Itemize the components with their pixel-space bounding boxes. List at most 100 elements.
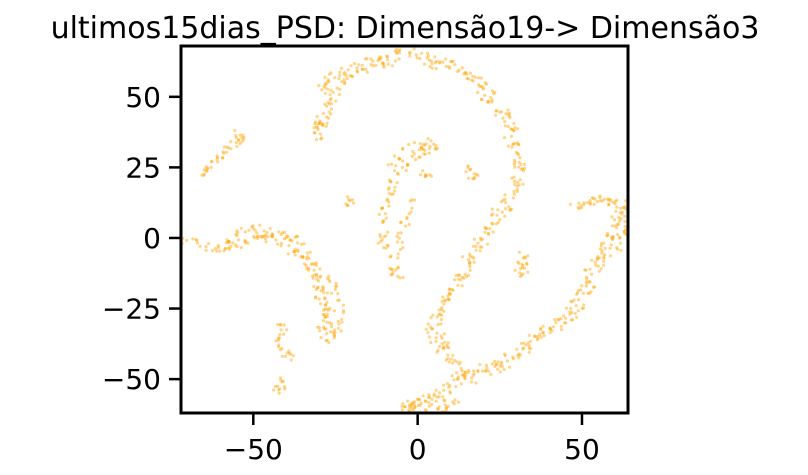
- scatter-point: [598, 199, 602, 203]
- scatter-point: [328, 321, 332, 325]
- scatter-point: [418, 142, 422, 146]
- scatter-point: [410, 198, 414, 202]
- scatter-point: [623, 231, 627, 235]
- scatter-point: [548, 331, 552, 335]
- scatter-point: [225, 145, 229, 149]
- scatter-point: [314, 295, 318, 299]
- scatter-point: [463, 370, 467, 374]
- scatter-point: [615, 246, 619, 250]
- scatter-point: [528, 347, 533, 351]
- scatter-point: [325, 315, 329, 319]
- scatter-point: [521, 263, 525, 268]
- scatter-point: [503, 352, 507, 356]
- scatter-point: [334, 285, 338, 289]
- scatter-point: [406, 163, 410, 168]
- scatter-point: [401, 159, 405, 163]
- scatter-point: [453, 63, 457, 67]
- scatter-point: [350, 74, 355, 79]
- scatter-point: [233, 243, 238, 247]
- scatter-point: [401, 147, 405, 151]
- scatter-point: [503, 119, 507, 124]
- scatter-point: [385, 55, 390, 59]
- scatter-point: [391, 271, 395, 275]
- scatter-point: [412, 403, 416, 407]
- scatter-point: [444, 64, 448, 69]
- scatter-point: [458, 360, 462, 364]
- scatter-point: [334, 99, 338, 103]
- scatter-point: [468, 265, 472, 269]
- scatter-point: [319, 289, 323, 293]
- scatter-point: [559, 328, 564, 332]
- scatter-point: [443, 399, 447, 403]
- scatter-point: [451, 353, 455, 357]
- scatter-point: [514, 150, 519, 154]
- scatter-point: [613, 224, 618, 228]
- scatter-point: [384, 246, 388, 250]
- scatter-point: [238, 133, 242, 137]
- scatter-point: [316, 122, 320, 126]
- scatter-point: [398, 276, 402, 280]
- scatter-point: [623, 220, 627, 224]
- scatter-point: [419, 145, 423, 150]
- scatter-point: [430, 403, 434, 407]
- scatter-point: [570, 318, 575, 322]
- scatter-point: [564, 316, 568, 320]
- scatter-point: [622, 206, 626, 210]
- scatter-point: [253, 236, 257, 240]
- scatter-point: [227, 239, 231, 243]
- scatter-point: [512, 162, 517, 166]
- scatter-point: [443, 298, 447, 302]
- scatter-point: [326, 276, 330, 280]
- scatter-point: [335, 86, 339, 90]
- scatter-point: [337, 322, 341, 326]
- scatter-point: [389, 192, 393, 196]
- scatter-point: [588, 199, 592, 203]
- scatter-point: [462, 373, 466, 377]
- scatter-point: [539, 326, 543, 330]
- scatter-point: [455, 360, 459, 364]
- scatter-point: [239, 246, 243, 250]
- scatter-point: [420, 51, 424, 55]
- scatter-point: [329, 325, 334, 329]
- scatter-point: [284, 236, 288, 240]
- scatter-point: [501, 116, 505, 120]
- scatter-point: [430, 62, 434, 66]
- scatter-point: [296, 234, 300, 239]
- scatter-point: [486, 232, 490, 236]
- scatter-point: [453, 358, 457, 362]
- scatter-point: [311, 276, 315, 280]
- scatter-point: [393, 268, 397, 272]
- scatter-point: [443, 403, 447, 407]
- scatter-point: [437, 344, 442, 349]
- scatter-point: [285, 328, 289, 332]
- scatter-point: [380, 206, 385, 210]
- scatter-point: [590, 196, 594, 200]
- scatter-point: [476, 241, 480, 245]
- scatter-point: [400, 165, 404, 170]
- scatter-point: [408, 54, 412, 58]
- scatter-point: [409, 402, 413, 406]
- scatter-point: [520, 266, 525, 270]
- scatter-point: [289, 358, 293, 362]
- scatter-point: [486, 231, 490, 235]
- scatter-point: [517, 153, 521, 157]
- scatter-point: [598, 196, 602, 200]
- scatter-point: [597, 269, 601, 273]
- scatter-point: [332, 328, 337, 332]
- scatter-point: [618, 210, 622, 215]
- scatter-point: [580, 306, 584, 310]
- scatter-point: [363, 67, 368, 71]
- scatter-point: [278, 333, 282, 337]
- scatter-point: [246, 241, 250, 245]
- scatter-point: [451, 400, 455, 404]
- scatter-point: [503, 197, 507, 201]
- scatter-point: [237, 238, 241, 242]
- scatter-point: [538, 332, 542, 337]
- scatter-point: [523, 162, 527, 166]
- scatter-point: [487, 369, 491, 373]
- scatter-point: [525, 261, 529, 265]
- scatter-point: [541, 330, 546, 334]
- scatter-point: [476, 370, 480, 374]
- scatter-point: [616, 222, 620, 226]
- scatter-point: [469, 167, 473, 171]
